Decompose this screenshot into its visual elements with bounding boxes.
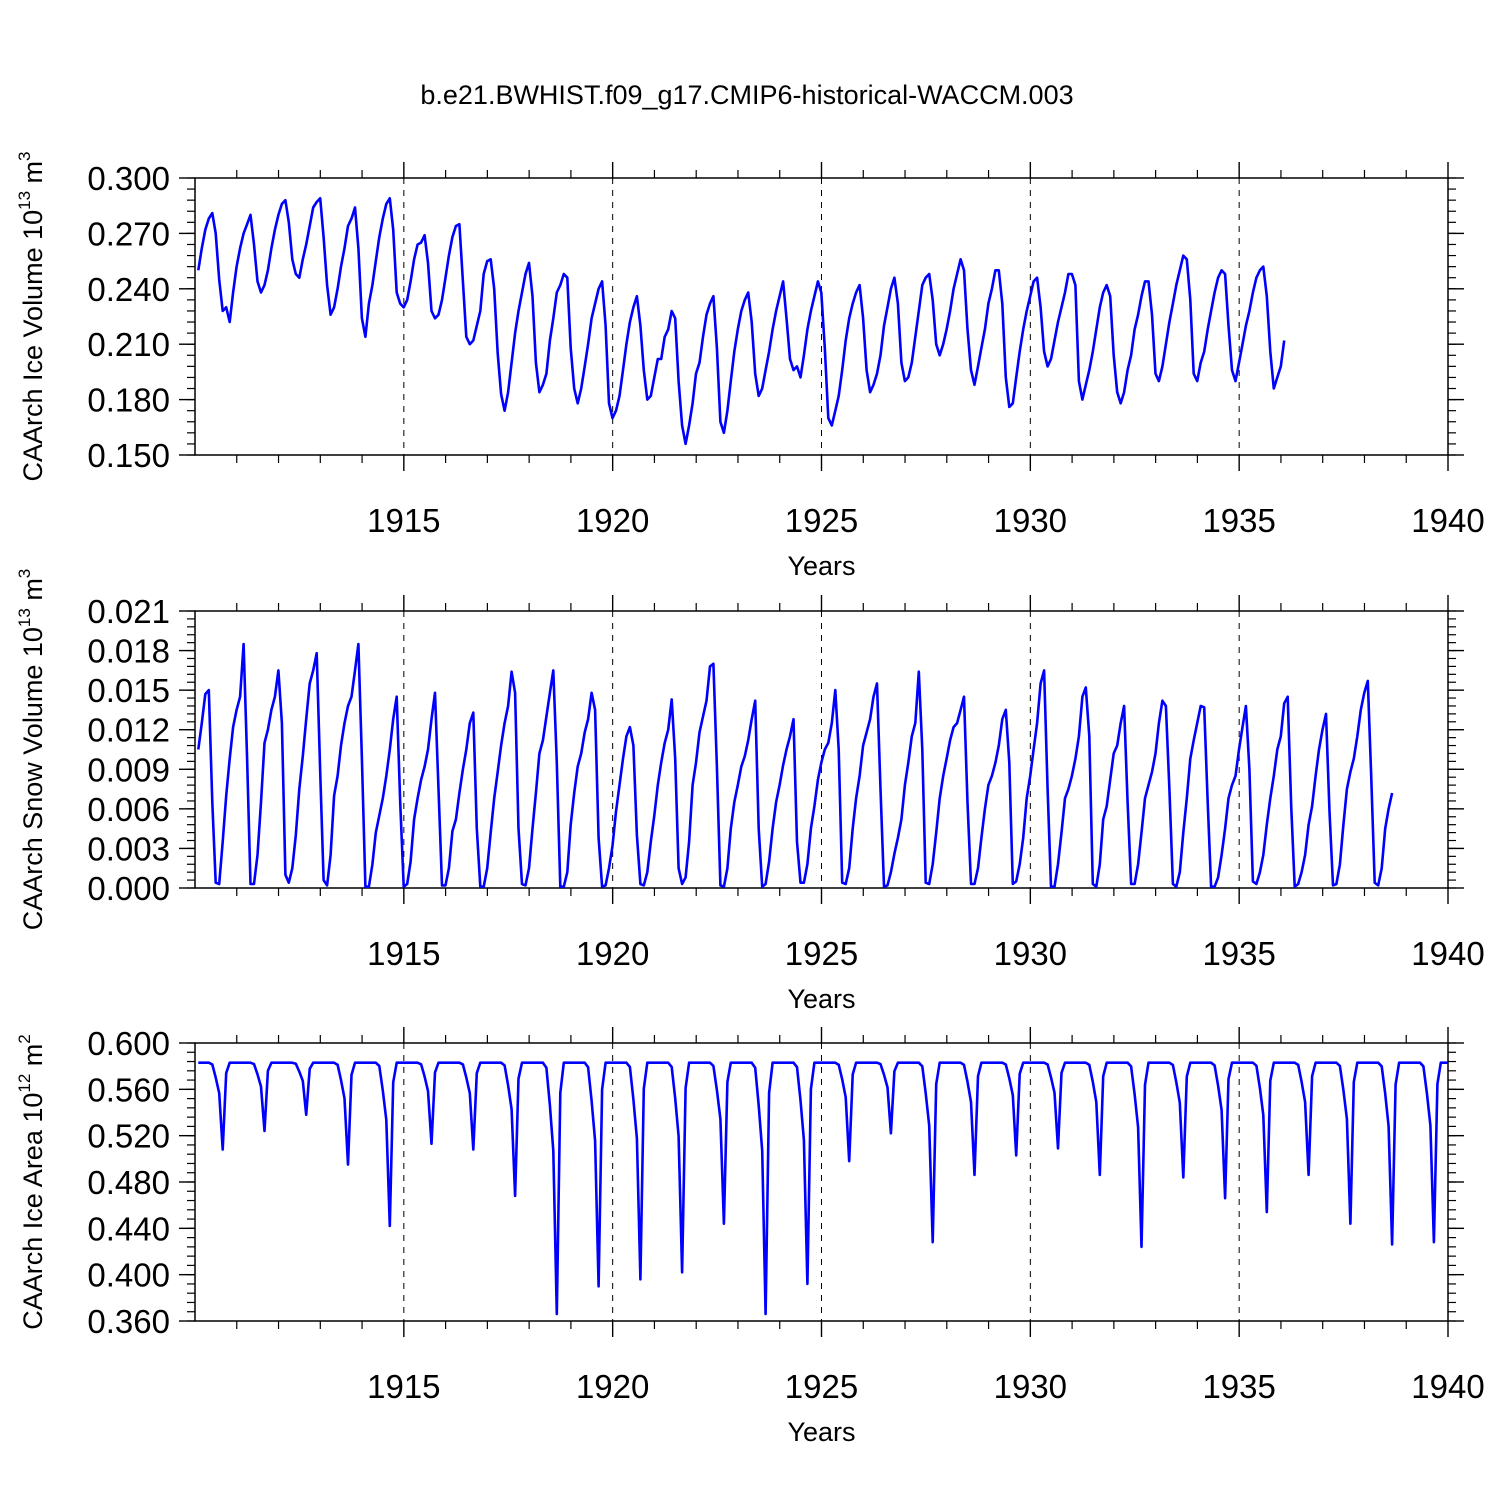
snow-volume-x-tick-label-1: 1920 bbox=[576, 935, 649, 972]
figure-title: b.e21.BWHIST.f09_g17.CMIP6-historical-WA… bbox=[420, 80, 1073, 110]
ice-volume-x-tick-label-3: 1930 bbox=[994, 502, 1067, 539]
snow-volume-x-axis-label: Years bbox=[787, 984, 855, 1014]
snow-volume-y-tick-label-6: 0.018 bbox=[87, 633, 170, 670]
ice-area-y-label-unit: m bbox=[18, 1044, 48, 1074]
ice-volume-y-tick-label-2: 0.210 bbox=[87, 326, 170, 363]
snow-volume-y-label-unit-exponent: 3 bbox=[15, 569, 34, 578]
ice-area-y-tick-label-0: 0.360 bbox=[87, 1303, 170, 1340]
ice-volume-plot-frame bbox=[194, 177, 1449, 456]
ice-area-plot-frame bbox=[194, 1042, 1449, 1322]
snow-volume-series-line-0 bbox=[197, 642, 1394, 889]
ice-area-y-tick-label-3: 0.480 bbox=[87, 1164, 170, 1201]
ice-area-y-label-base: CAArch Ice Area 10 bbox=[18, 1093, 48, 1330]
snow-volume-y-label-exponent: 13 bbox=[15, 608, 34, 627]
ice-area-x-tick-label-0: 1915 bbox=[367, 1368, 440, 1405]
snow-volume-x-tick-label-4: 1935 bbox=[1202, 935, 1275, 972]
snow-volume-y-axis-label: CAArch Snow Volume 1013 m3 bbox=[15, 569, 48, 931]
ice-volume-x-tick-label-1: 1920 bbox=[576, 502, 649, 539]
ice-volume-y-axis-label: CAArch Ice Volume 1013 m3 bbox=[15, 151, 48, 481]
ice-area-y-tick-label-4: 0.520 bbox=[87, 1118, 170, 1155]
ice-volume-panel: 1915 1920 1925 1930 1935 1940 0.150 0.180 0.210 0… bbox=[15, 151, 1485, 581]
ice-area-y-tick-label-6: 0.600 bbox=[87, 1025, 170, 1062]
snow-volume-y-tick-label-7: 0.021 bbox=[87, 593, 170, 630]
ice-volume-x-tick-label-0: 1915 bbox=[367, 502, 440, 539]
ice-volume-y-tick-label-3: 0.240 bbox=[87, 271, 170, 308]
ice-volume-x-tick-label-4: 1935 bbox=[1202, 502, 1275, 539]
ice-area-y-tick-label-5: 0.560 bbox=[87, 1071, 170, 1108]
ice-volume-y-tick-label-0: 0.150 bbox=[87, 437, 170, 474]
snow-volume-x-tick-label-3: 1930 bbox=[994, 935, 1067, 972]
ice-volume-x-axis-label: Years bbox=[787, 551, 855, 581]
snow-volume-panel: 1915 1920 1925 1930 1935 19400.0000.0030.0060… bbox=[15, 569, 1485, 1014]
ice-area-x-tick-label-2: 1925 bbox=[785, 1368, 858, 1405]
ice-volume-y-tick-label-1: 0.180 bbox=[87, 382, 170, 419]
ice-volume-y-label-unit: m bbox=[18, 161, 48, 191]
ice-area-x-tick-label-4: 1935 bbox=[1202, 1368, 1275, 1405]
ice-area-x-axis-label: Years bbox=[787, 1417, 855, 1447]
ice-volume-x-tick-label-5: 1940 bbox=[1411, 502, 1484, 539]
ice-area-series-line-0 bbox=[198, 1061, 1448, 1316]
snow-volume-y-label-base: CAArch Snow Volume 10 bbox=[18, 627, 48, 930]
ice-area-y-tick-label-1: 0.400 bbox=[87, 1257, 170, 1294]
snow-volume-y-tick-label-0: 0.000 bbox=[87, 870, 170, 907]
ice-area-panel: 1915 1920 1925 1930 1935 1940 0.360 0.400 0.440 0… bbox=[15, 1025, 1485, 1447]
snow-volume-y-label-unit: m bbox=[18, 578, 48, 608]
ice-volume-y-tick-label-5: 0.300 bbox=[87, 160, 170, 197]
ice-area-y-axis-label: CAArch Ice Area 1012 m2 bbox=[15, 1034, 48, 1330]
ice-area-y-tick-label-2: 0.440 bbox=[87, 1210, 170, 1247]
ice-area-x-tick-label-5: 1940 bbox=[1411, 1368, 1484, 1405]
ice-volume-y-label-exponent: 13 bbox=[15, 191, 34, 210]
snow-volume-y-tick-label-5: 0.015 bbox=[87, 672, 170, 709]
snow-volume-x-tick-label-2: 1925 bbox=[785, 935, 858, 972]
ice-area-y-label-exponent: 12 bbox=[15, 1074, 34, 1093]
ice-area-x-tick-label-3: 1930 bbox=[994, 1368, 1067, 1405]
ice-volume-y-label-unit-exponent: 3 bbox=[15, 151, 34, 160]
ice-volume-y-tick-label-4: 0.270 bbox=[87, 215, 170, 252]
snow-volume-y-tick-label-1: 0.003 bbox=[87, 830, 170, 867]
ice-volume-x-tick-label-2: 1925 bbox=[785, 502, 858, 539]
snow-volume-y-tick-label-2: 0.006 bbox=[87, 791, 170, 828]
ice-area-y-label-unit-exponent: 2 bbox=[15, 1034, 34, 1043]
snow-volume-plot-frame bbox=[194, 610, 1449, 889]
snow-volume-y-tick-label-3: 0.009 bbox=[87, 751, 170, 788]
ice-volume-y-label-base: CAArch Ice Volume 10 bbox=[18, 210, 48, 482]
snow-volume-x-tick-label-5: 1940 bbox=[1411, 935, 1484, 972]
snow-volume-x-tick-label-0: 1915 bbox=[367, 935, 440, 972]
ice-area-x-tick-label-1: 1920 bbox=[576, 1368, 649, 1405]
ice-volume-series-line-0 bbox=[197, 197, 1286, 446]
snow-volume-y-tick-label-4: 0.012 bbox=[87, 712, 170, 749]
